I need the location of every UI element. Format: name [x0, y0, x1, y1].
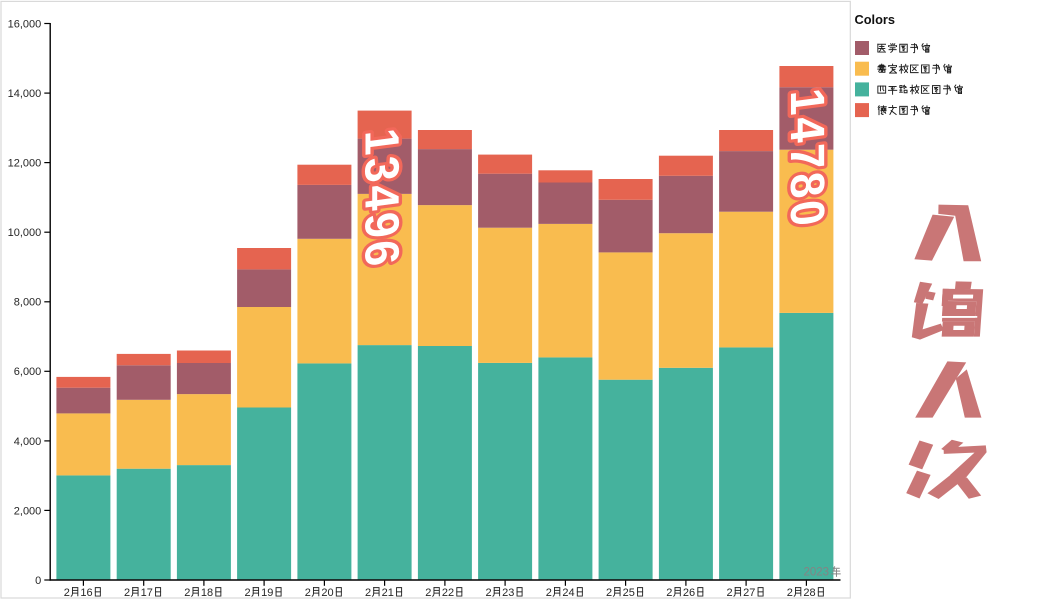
svg-text:23: 23 — [502, 587, 514, 599]
svg-text:16: 16 — [80, 587, 92, 599]
svg-text:8,000: 8,000 — [14, 297, 42, 309]
svg-text:2: 2 — [546, 587, 552, 599]
svg-text:26: 26 — [683, 587, 695, 599]
svg-text:2: 2 — [64, 587, 70, 599]
svg-text:2: 2 — [244, 587, 250, 599]
svg-text:21: 21 — [382, 587, 394, 599]
svg-text:2: 2 — [124, 587, 130, 599]
svg-text:14,000: 14,000 — [8, 88, 42, 100]
svg-text:19: 19 — [261, 587, 273, 599]
svg-text:25: 25 — [623, 587, 635, 599]
svg-text:4,000: 4,000 — [14, 436, 42, 448]
svg-text:2: 2 — [485, 587, 491, 599]
svg-text:24: 24 — [562, 587, 574, 599]
svg-text:2: 2 — [606, 587, 612, 599]
svg-text:28: 28 — [803, 587, 815, 599]
svg-text:6,000: 6,000 — [14, 366, 42, 378]
svg-text:Colors: Colors — [855, 12, 896, 27]
svg-text:18: 18 — [201, 587, 213, 599]
svg-text:2: 2 — [726, 587, 732, 599]
svg-text:2,000: 2,000 — [14, 505, 42, 517]
svg-text:2: 2 — [184, 587, 190, 599]
svg-text:14780: 14780 — [781, 85, 834, 232]
svg-text:20: 20 — [321, 587, 333, 599]
svg-text:2: 2 — [666, 587, 672, 599]
svg-text:22: 22 — [442, 587, 454, 599]
svg-text:27: 27 — [743, 587, 755, 599]
svg-text:12,000: 12,000 — [8, 158, 42, 170]
svg-text:2: 2 — [305, 587, 311, 599]
svg-text:16,000: 16,000 — [8, 18, 42, 30]
svg-text:13496: 13496 — [355, 125, 408, 272]
svg-text:2: 2 — [425, 587, 431, 599]
svg-text:10,000: 10,000 — [8, 227, 42, 239]
svg-text:2023: 2023 — [804, 567, 830, 579]
svg-text:2: 2 — [365, 587, 371, 599]
svg-text:17: 17 — [141, 587, 153, 599]
svg-text:0: 0 — [35, 575, 41, 587]
svg-text:2: 2 — [787, 587, 793, 599]
